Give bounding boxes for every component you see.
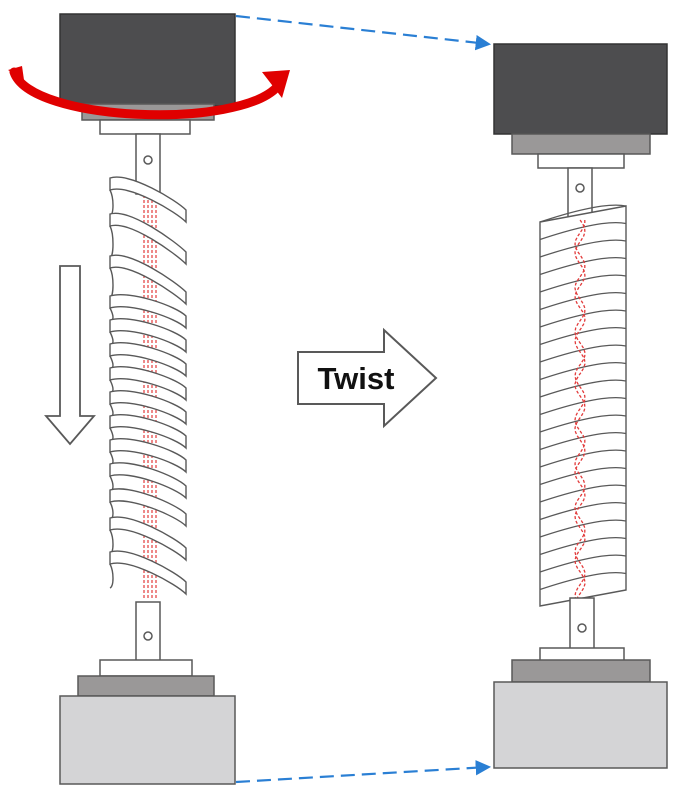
right-coil-line: [539, 379, 627, 398]
right-coil-line: [539, 239, 627, 258]
right-coil-line: [539, 344, 627, 363]
right-fiber-core: [574, 219, 586, 601]
upper-clamp-head-right: [493, 43, 668, 135]
lower-clamp-plate: [77, 675, 215, 697]
left-helix-edge: [109, 225, 114, 259]
upper-clamp-head: [59, 13, 236, 107]
left-helix-band: [109, 176, 187, 224]
right-coil-line: [539, 537, 627, 556]
right-coil-line: [539, 274, 627, 293]
right-assembly: [493, 43, 668, 769]
upper-grip-hole-right: [575, 183, 585, 193]
upper-clamp-mount-right: [537, 153, 625, 169]
right-coil-line: [539, 467, 627, 486]
left-helix-band: [109, 550, 187, 596]
left-helix-band: [109, 462, 187, 500]
left-helix-band: [109, 294, 187, 330]
right-coil-line: [539, 519, 627, 538]
pull-direction-arrow: [44, 265, 96, 446]
right-coil-body: [539, 205, 627, 607]
left-assembly: [8, 13, 290, 785]
right-coil-line: [539, 502, 627, 521]
upper-grip-hole: [143, 155, 153, 165]
left-helix-edge: [109, 267, 114, 299]
upper-clamp-mount: [99, 119, 191, 135]
right-coil-line: [539, 484, 627, 503]
lower-clamp-base: [59, 695, 236, 785]
lower-grip-hole: [143, 631, 153, 641]
left-helix-ribbon: [109, 176, 187, 596]
right-coil-line: [539, 309, 627, 328]
lower-grip-hole-right: [577, 623, 587, 633]
left-helix-band: [109, 438, 187, 474]
upper-clamp-plate-right: [511, 133, 651, 155]
rotation-arrow-tail: [8, 66, 24, 80]
twist-arrow: Twist: [297, 327, 438, 429]
twist-label: Twist: [318, 361, 395, 396]
rotation-arrow-head: [262, 70, 290, 98]
left-helix-band: [109, 342, 187, 378]
right-coil-line: [539, 257, 627, 276]
lower-clamp-mount: [99, 659, 193, 677]
left-helix-edge: [109, 529, 114, 555]
right-coil-line: [539, 397, 627, 416]
left-helix-band: [109, 390, 187, 426]
left-helix-edge: [109, 563, 114, 589]
right-fiber-strand: [574, 219, 586, 601]
right-coil-line: [539, 327, 627, 346]
rotation-arrow: [9, 67, 283, 120]
right-coil-line: [539, 362, 627, 381]
right-helix-ribbon: [539, 204, 627, 607]
right-coil-line: [539, 414, 627, 433]
right-coil-line: [539, 432, 627, 451]
right-coil-line: [539, 204, 627, 223]
left-helix-band: [109, 488, 187, 528]
left-helix-band: [109, 254, 187, 306]
left-helix-band: [109, 516, 187, 562]
left-helix-edge: [109, 189, 114, 217]
left-helix-band: [109, 366, 187, 402]
right-coil-line: [539, 292, 627, 311]
lower-clamp-plate-right: [511, 659, 651, 683]
left-helix-band: [109, 212, 187, 266]
lower-clamp-base-right: [493, 681, 668, 769]
left-helix-band: [109, 414, 187, 450]
right-fiber-strand: [574, 220, 586, 601]
right-coil-line: [539, 554, 627, 573]
left-helix-band: [109, 318, 187, 354]
twist-arrow-shape: [297, 327, 438, 429]
right-coil-line: [539, 572, 627, 591]
top-guide-line: [235, 14, 492, 51]
bottom-guide-line: [235, 760, 492, 784]
right-coil-line: [539, 222, 627, 241]
right-coil-line: [539, 449, 627, 468]
